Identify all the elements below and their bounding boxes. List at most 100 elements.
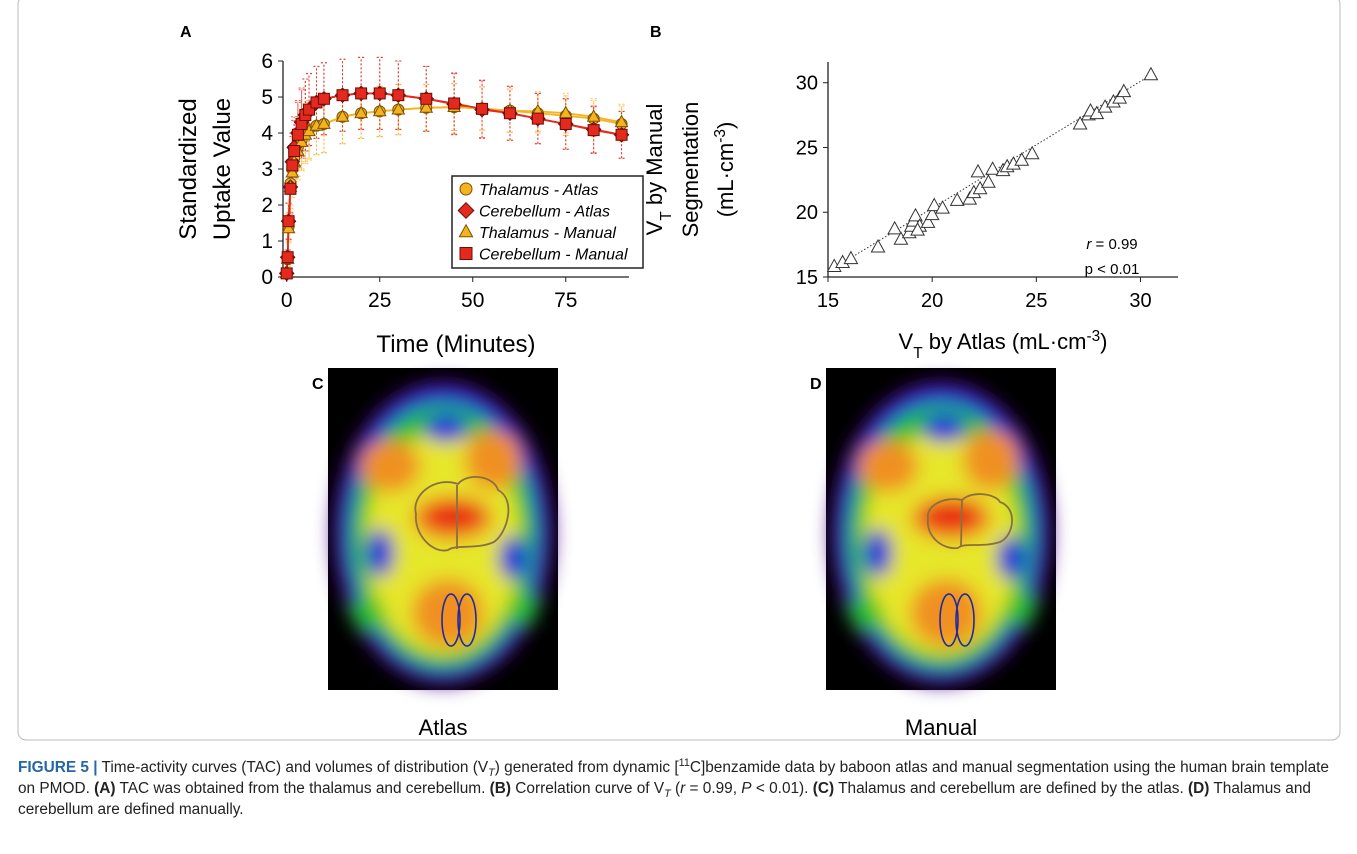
text-run: V [642,220,667,235]
panel-label: C [312,376,324,393]
panel-label: A [180,24,192,41]
marker [460,183,472,195]
y-tick-label: 30 [796,73,818,95]
marker [393,90,404,101]
marker [504,108,515,119]
legend-label: Cerebellum - Atlas [479,204,610,221]
y-tick-label: 5 [261,86,273,109]
text-run: ) [1100,329,1107,354]
x-tick-label: 20 [921,290,943,312]
x-axis-label: Time (Minutes) [376,331,535,358]
panel-label: B [650,24,662,41]
marker [844,252,857,264]
y-axis-label: VT by Manual [642,104,675,236]
legend-label: Cerebellum - Manual [479,247,628,264]
marker [282,252,293,263]
annotation: p < 0.01 [1085,261,1140,278]
y-tick-label: 6 [261,50,273,73]
marker [318,93,329,104]
y-axis-label: (mL·cm-3) [712,122,739,218]
marker [871,240,884,252]
y-tick-label: 2 [261,194,273,217]
marker [283,216,294,227]
y-tick-label: 25 [796,137,818,159]
text-run: Uptake Value [209,98,236,240]
marker [1144,68,1157,80]
text-run: Standardized [175,98,202,239]
x-tick-label: 50 [461,289,484,312]
y-axis-label: Standardized [175,98,202,239]
annotation: r = 0.99 [1086,236,1137,253]
x-tick-label: 25 [368,289,391,312]
caption-run: T [488,767,495,779]
marker [460,248,472,260]
marker [1117,85,1130,97]
marker [421,93,432,104]
caption-run: T [664,788,671,800]
marker [986,162,999,174]
figure-caption: FIGURE 5 | Time-activity curves (TAC) an… [18,757,1336,820]
marker [337,90,348,101]
legend-label: Thalamus - Atlas [479,182,598,199]
caption-run: (A) [94,780,115,797]
text-run: by Manual [642,104,667,212]
text-run: Segmentation [678,102,703,238]
x-tick-label: 0 [281,289,293,312]
caption-run: (D) [1188,780,1209,797]
legend-label: Thalamus - Manual [479,225,616,242]
text-run: -3 [712,129,729,143]
marker [477,103,488,114]
page: C D Atlas Manual A02550750123456Time (Mi… [0,0,1357,854]
x-tick-label: 75 [554,289,577,312]
text-run: (mL·cm [713,143,738,218]
marker [287,160,298,171]
x-axis-label: VT by Atlas (mL·cm-3) [899,328,1108,362]
y-axis-label: Uptake Value [209,98,236,240]
marker [356,88,367,99]
y-tick-label: 4 [261,122,273,145]
caption-run: (C) [813,780,834,797]
x-tick-label: 25 [1025,290,1047,312]
text-run: ) [713,122,738,129]
y-tick-label: 15 [796,267,818,289]
text-run: = 0.99 [1091,236,1137,253]
brain-image-manual [826,368,1056,690]
y-tick-label: 0 [261,266,273,289]
panel-label: D [810,376,822,393]
marker [281,268,292,279]
marker [588,125,599,136]
caption-run: = 0.99, [685,780,741,797]
caption-run: 11 [679,757,690,769]
marker [560,119,571,130]
text-run: V [899,329,914,354]
image-caption: Manual [905,715,977,740]
caption-run: FIGURE 5 | [18,759,98,776]
y-tick-label: 3 [261,158,273,181]
text-run: -3 [1086,328,1100,345]
marker [285,183,296,194]
marker [449,98,460,109]
caption-run: (B) [490,780,511,797]
marker [971,165,984,177]
marker [289,146,300,157]
caption-run: P [741,780,751,797]
caption-run: Time-activity curves (TAC) and volumes o… [98,759,489,776]
marker [1026,147,1039,159]
caption-run: TAC was obtained from the thalamus and c… [116,780,490,797]
text-run: p < 0.01 [1085,261,1140,278]
marker [292,129,303,140]
marker [951,193,964,205]
text-run: by Atlas (mL·cm [923,329,1087,354]
marker [616,129,627,140]
image-caption: Atlas [419,715,468,740]
y-axis-label: Segmentation [678,102,703,238]
caption-run: < 0.01). [752,780,813,797]
caption-run: Thalamus and cerebellum are defined by t… [834,780,1188,797]
x-tick-label: 15 [817,290,839,312]
marker [532,113,543,124]
marker [374,88,385,99]
brain-image-atlas [328,368,558,690]
caption-run: ) generated from dynamic [ [495,759,679,776]
caption-run: Correlation curve of V [511,780,664,797]
